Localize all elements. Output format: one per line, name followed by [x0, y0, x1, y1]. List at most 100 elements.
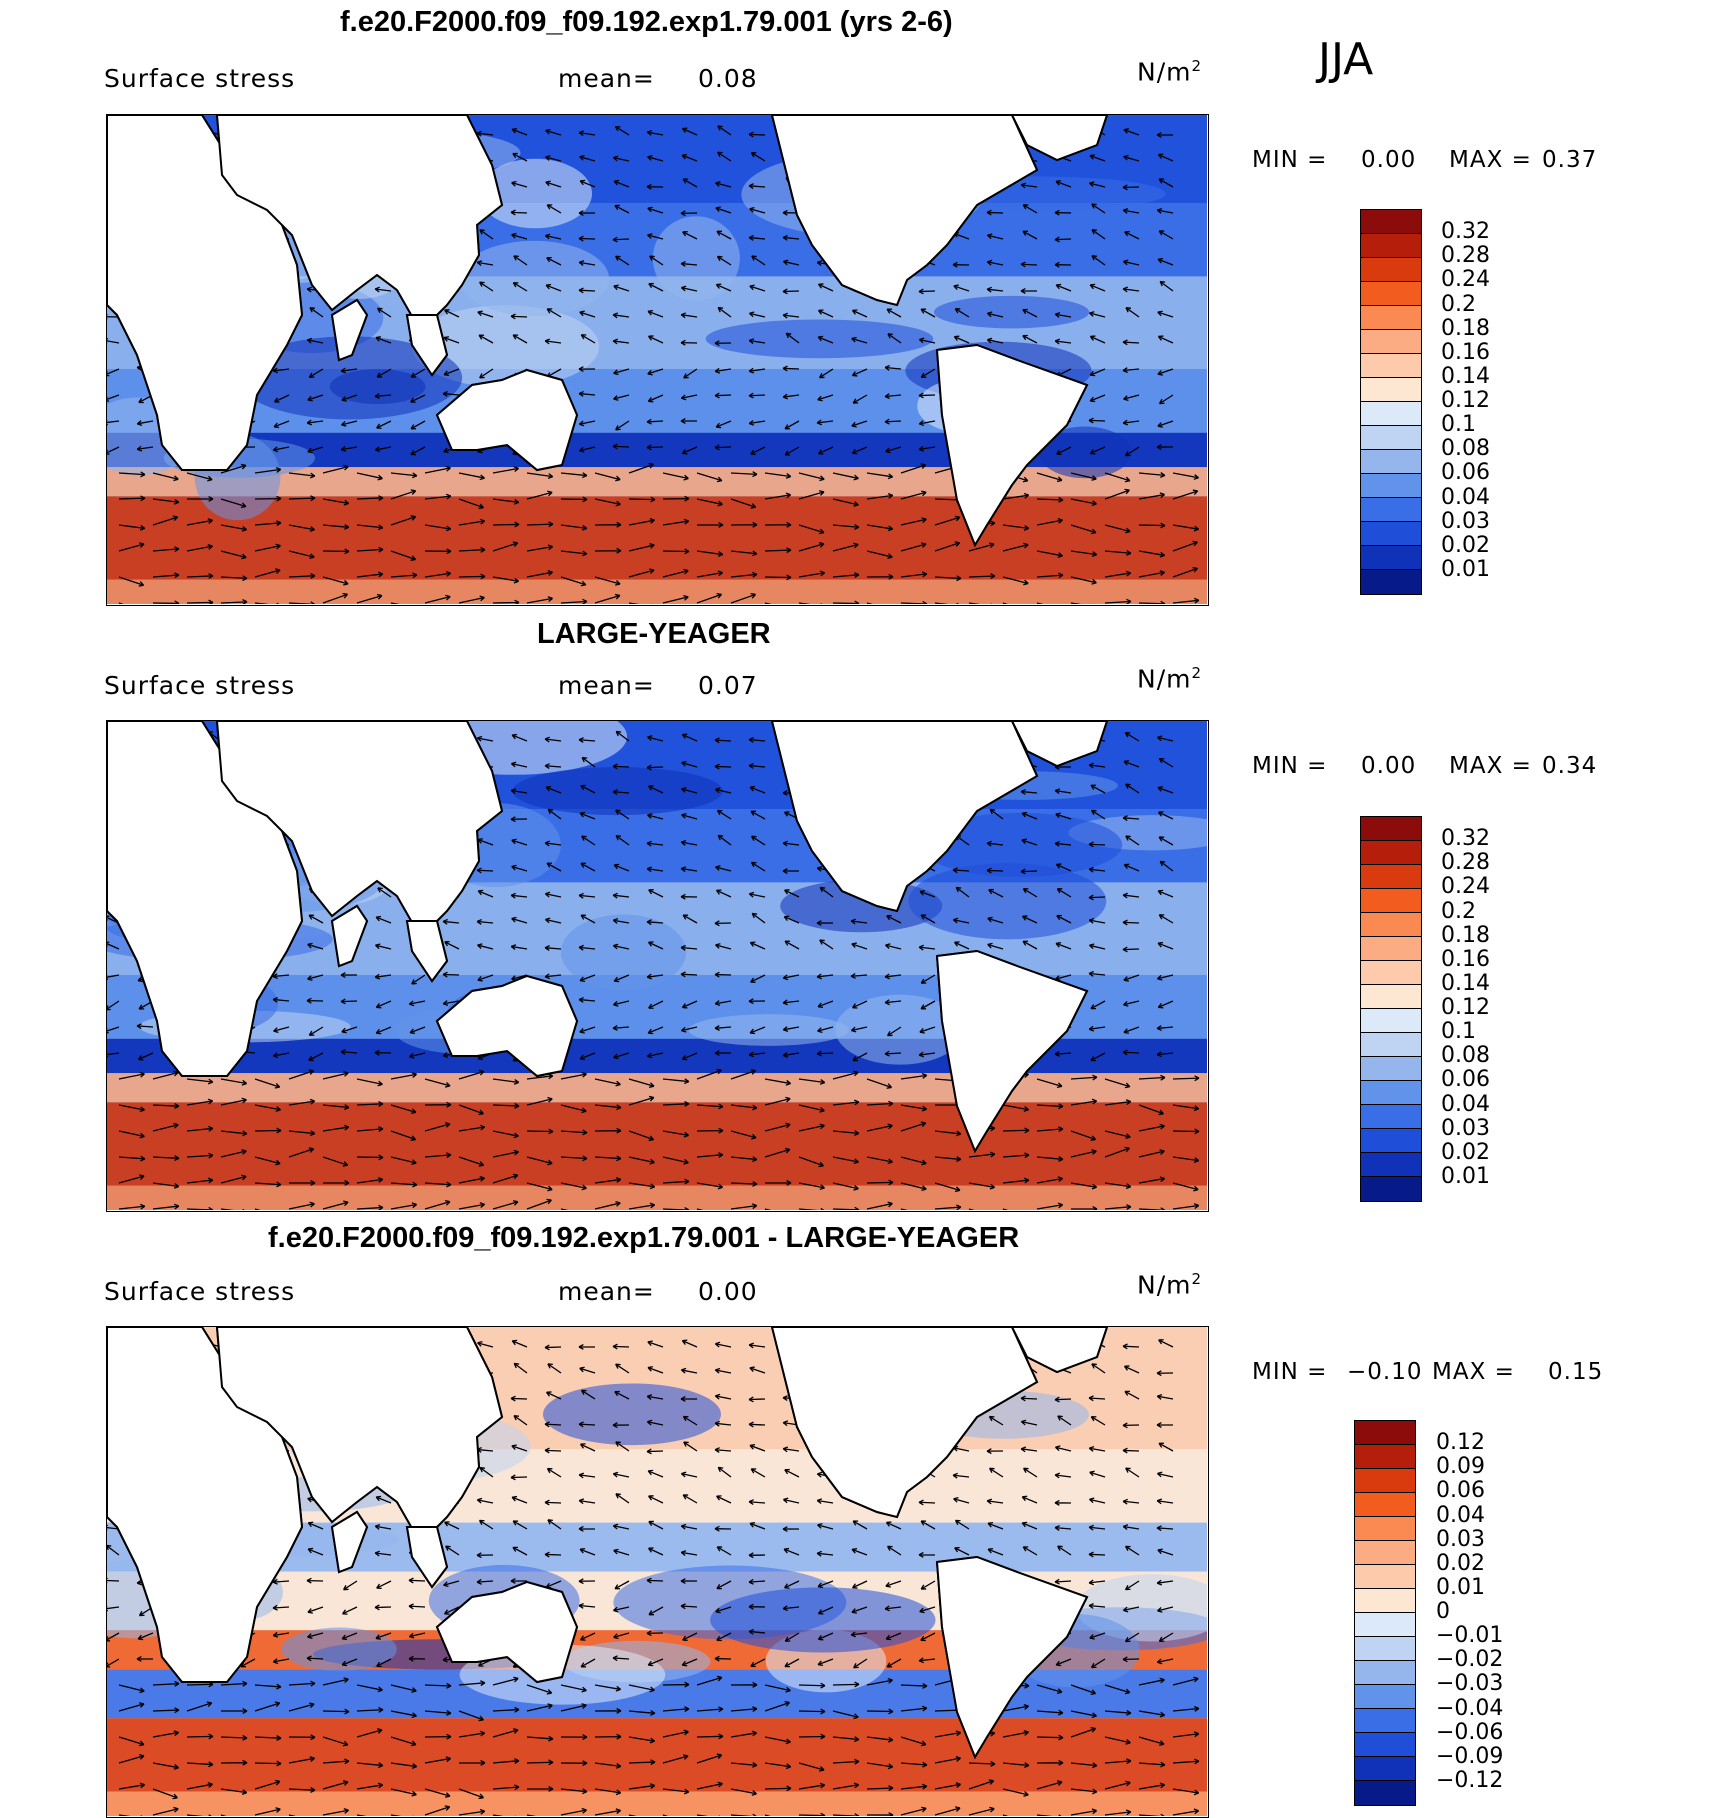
stress-vector	[613, 1548, 630, 1556]
stress-vector	[186, 1701, 213, 1712]
stress-vector	[1002, 1177, 1030, 1184]
stress-vector	[832, 523, 860, 530]
stress-vector	[594, 498, 621, 507]
stress-vector	[492, 1728, 519, 1738]
panel-1-unit: N/m2	[1137, 57, 1203, 87]
stress-vector	[1020, 261, 1038, 268]
stress-vector	[511, 180, 528, 188]
stress-vector	[986, 337, 1004, 344]
stress-vector	[341, 1658, 358, 1667]
stress-vector	[424, 1181, 452, 1188]
stress-vector	[1088, 970, 1106, 977]
colorbar-cell	[1355, 1733, 1415, 1757]
landmass	[935, 949, 1089, 1154]
stress-vector	[1020, 182, 1038, 189]
stress-vector	[581, 756, 596, 768]
stress-vector	[662, 1130, 690, 1138]
stress-vector	[411, 974, 426, 985]
stress-vector	[390, 1104, 417, 1115]
stress-vector	[612, 1655, 630, 1662]
stress-vector	[748, 392, 766, 399]
stress-vector	[866, 1785, 894, 1792]
colorbar-tick-label: 0.09	[1436, 1454, 1485, 1480]
colorbar-cell	[1361, 546, 1421, 570]
stress-vector	[152, 1730, 180, 1738]
stress-vector	[578, 944, 596, 951]
stress-vector	[1123, 1000, 1140, 1007]
stress-vector	[782, 999, 800, 1006]
stress-vector	[526, 596, 553, 604]
landmass	[215, 1327, 504, 1539]
stress-vector	[1089, 283, 1106, 292]
stress-vector	[580, 1658, 596, 1668]
stress-vector	[424, 1788, 451, 1798]
stress-vector	[613, 284, 630, 292]
stress-vector	[646, 1419, 664, 1426]
stress-vector	[919, 1026, 936, 1034]
stress-vector	[390, 1181, 418, 1188]
stress-vector	[544, 1421, 562, 1428]
stress-vector	[1088, 762, 1106, 769]
stress-vector	[852, 394, 868, 404]
stress-vector	[1123, 128, 1140, 136]
stress-vector	[884, 364, 902, 371]
stress-vector	[613, 179, 630, 188]
stress-vector	[784, 1468, 800, 1478]
colorbar-cell	[1361, 210, 1421, 234]
stress-vector	[152, 572, 180, 579]
stress-vector	[647, 368, 664, 376]
stress-vector	[118, 1736, 145, 1747]
stress-vector	[1070, 1149, 1097, 1158]
panel-3-colorbar	[1354, 1420, 1416, 1806]
stress-vector	[444, 1606, 460, 1615]
stress-vector	[954, 1519, 970, 1530]
stress-vector	[1002, 1762, 1030, 1769]
stress-vector	[968, 602, 992, 604]
stress-vector	[955, 886, 970, 898]
stress-vector	[714, 1393, 732, 1400]
stress-vector	[288, 1098, 316, 1106]
stress-vector	[376, 307, 392, 318]
stress-vector	[662, 1100, 690, 1107]
stress-vector	[717, 125, 732, 136]
stress-vector	[254, 1181, 282, 1188]
stress-vector	[322, 1124, 350, 1132]
stress-vector	[784, 1632, 800, 1642]
stress-vector	[817, 309, 834, 318]
panel-2-min-value: 0.00	[1361, 753, 1417, 779]
stress-vector	[714, 920, 732, 927]
stress-vector	[152, 1762, 179, 1770]
stress-vector	[615, 809, 630, 820]
stress-vector	[1036, 472, 1063, 483]
stress-vector	[545, 155, 562, 162]
stress-vector	[900, 571, 928, 578]
stress-vector	[254, 467, 282, 474]
stress-vector	[136, 1655, 154, 1662]
stress-vector	[322, 1071, 349, 1080]
stress-vector	[816, 419, 834, 426]
stress-vector	[579, 811, 596, 820]
stress-vector	[748, 998, 766, 1005]
stress-vector	[458, 1124, 486, 1132]
stress-vector	[118, 1684, 145, 1694]
stress-vector	[458, 573, 486, 580]
stress-vector	[526, 490, 553, 500]
stress-vector	[1021, 838, 1038, 846]
stress-vector	[1172, 1156, 1200, 1163]
stress-vector	[1070, 1130, 1097, 1141]
stress-vector	[613, 974, 630, 983]
stress-vector	[817, 1580, 834, 1589]
stress-vector	[884, 1605, 902, 1612]
stress-vector	[987, 233, 1004, 240]
stress-vector	[510, 892, 528, 899]
stress-vector	[220, 1078, 248, 1086]
stress-vector	[1122, 1656, 1140, 1663]
stress-vector	[545, 283, 562, 292]
stress-vector	[783, 1580, 800, 1589]
stress-vector	[476, 1497, 494, 1504]
stress-vector	[1054, 1578, 1072, 1585]
stress-vector	[681, 760, 698, 768]
stress-vector	[1022, 940, 1038, 950]
stress-vector	[1021, 1495, 1038, 1504]
stress-vector	[375, 336, 392, 344]
